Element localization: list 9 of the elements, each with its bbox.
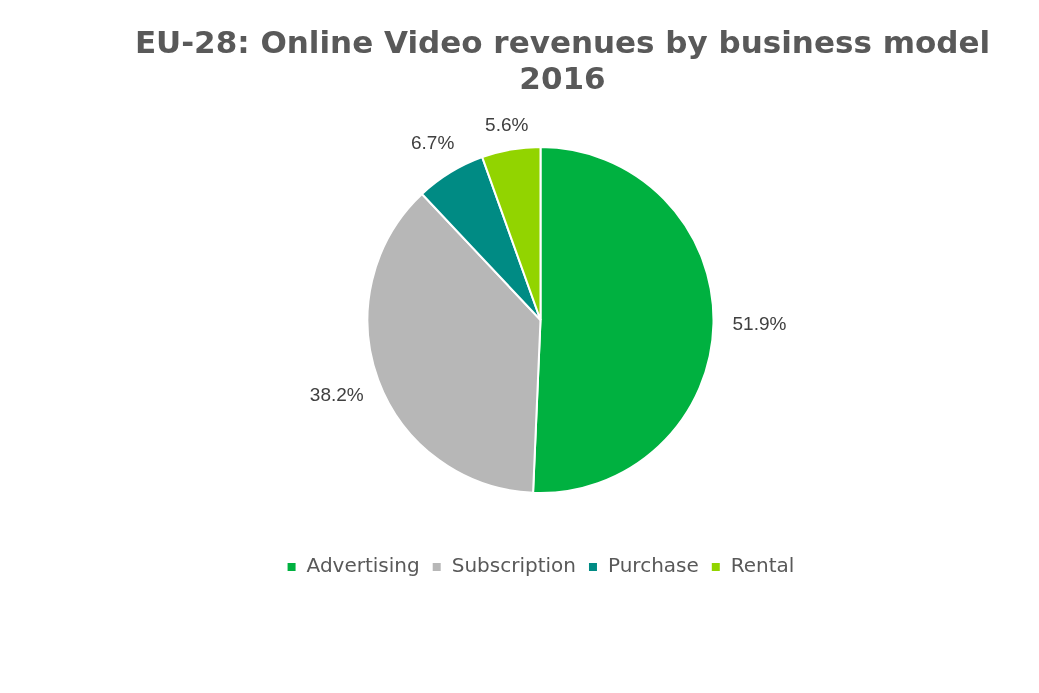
chart-title: EU-28: Online Video revenues by business model 2016	[133, 24, 992, 96]
legend-label: Rental	[730, 553, 795, 578]
legend-label: Advertising	[306, 553, 420, 578]
data-label: 38.2%	[309, 383, 364, 405]
data-label: 5.6%	[485, 113, 529, 135]
legend-label: Purchase	[607, 553, 699, 578]
data-label: 6.7%	[411, 132, 455, 154]
data-label: 51.9%	[732, 312, 787, 334]
legend-label: Subscription	[451, 553, 576, 578]
